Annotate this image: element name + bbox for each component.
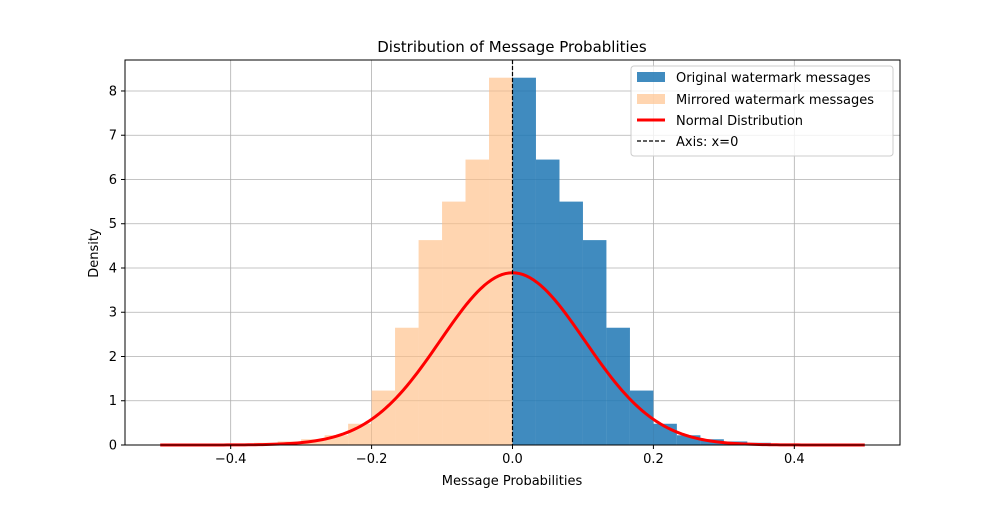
legend-label-original: Original watermark messages [676,71,871,86]
mirrored-bar [489,78,512,445]
y-tick-label: 4 [109,261,117,276]
legend-label-axis: Axis: x=0 [676,135,738,150]
legend-swatch-mirrored [637,94,665,104]
y-tick-label: 1 [109,394,117,409]
y-tick-label: 8 [109,84,117,99]
y-tick-label: 6 [109,173,117,188]
x-tick-label: 0.4 [784,452,805,467]
y-tick-label: 2 [109,350,117,365]
legend-label-normal: Normal Distribution [676,114,803,129]
legend-label-mirrored: Mirrored watermark messages [676,93,874,108]
legend-swatch-original [637,72,665,82]
y-axis-label: Density [87,228,102,278]
x-axis-label: Message Probabilities [442,474,583,489]
x-tick-label: −0.4 [215,452,247,467]
original-bar [513,78,536,445]
chart-title: Distribution of Message Probablities [377,38,647,56]
y-tick-label: 5 [109,217,117,232]
legend: Original watermark messages Mirrored wat… [631,66,893,156]
x-tick-label: 0.0 [502,452,523,467]
y-tick-label: 7 [109,129,117,144]
x-tick-label: −0.2 [356,452,388,467]
x-tick-label: 0.2 [643,452,664,467]
y-tick-label: 3 [109,306,117,321]
y-tick-label: 0 [109,439,117,454]
